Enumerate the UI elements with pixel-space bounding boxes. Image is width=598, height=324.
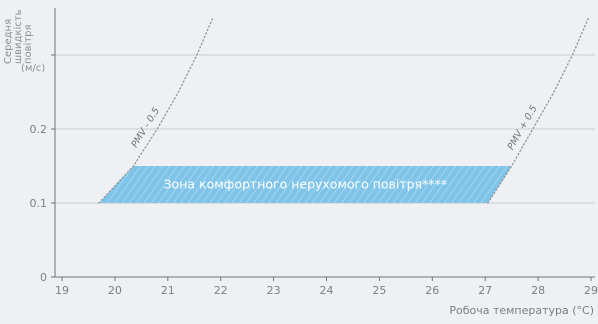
comfort-zone-label: Зона комфортного нерухомого повітря**** <box>164 177 448 192</box>
x-tick-label-22: 22 <box>214 284 228 297</box>
y-axis-label: Середня швидкість повітря (м/с) <box>3 8 64 74</box>
x-axis-label: Робоча температура (°C) <box>449 304 594 317</box>
x-tick-label-24: 24 <box>320 284 334 297</box>
y-tick-label-1: 0.1 <box>30 197 48 210</box>
y-tick-label-0: 0 <box>40 271 47 284</box>
x-tick-label-19: 19 <box>55 284 69 297</box>
x-tick-label-25: 25 <box>372 284 386 297</box>
x-tick-label-21: 21 <box>161 284 175 297</box>
x-tick-label-20: 20 <box>108 284 122 297</box>
x-tick-label-23: 23 <box>267 284 281 297</box>
y-axis-label-text: Середня швидкість повітря <box>3 10 34 65</box>
x-tick-label-26: 26 <box>425 284 439 297</box>
comfort-zone-area <box>99 166 512 203</box>
pmv-curve-0 <box>98 17 214 204</box>
y-axis-label-line-3: повітря <box>23 24 34 64</box>
y-axis-unit: (м/с) <box>21 63 46 74</box>
x-tick-label-29: 29 <box>584 284 598 297</box>
x-tick-label-27: 27 <box>478 284 492 297</box>
x-tick-label-28: 28 <box>531 284 545 297</box>
pmv-curve-1 <box>487 17 590 204</box>
y-tick-label-2: 0.2 <box>30 123 48 136</box>
pmv-curve-label-1: PMV + 0.5 <box>506 104 540 152</box>
